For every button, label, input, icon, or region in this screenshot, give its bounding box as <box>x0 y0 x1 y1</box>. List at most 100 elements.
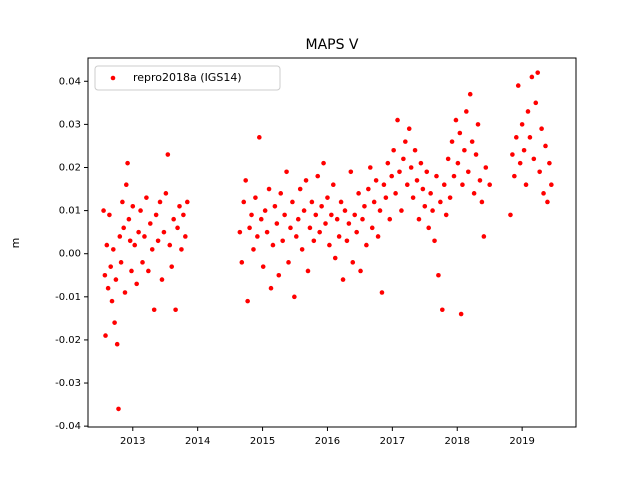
point <box>440 307 445 313</box>
point <box>129 268 134 274</box>
point <box>305 268 311 274</box>
point <box>464 109 469 114</box>
point <box>290 199 295 205</box>
point <box>387 216 393 222</box>
point <box>270 242 276 248</box>
point <box>469 139 475 144</box>
point <box>109 298 115 304</box>
point <box>253 195 258 200</box>
point <box>510 152 515 157</box>
point <box>247 225 252 231</box>
point <box>458 311 464 317</box>
point <box>541 191 546 196</box>
point <box>393 191 398 196</box>
point <box>177 203 182 209</box>
point <box>159 277 165 282</box>
point <box>104 242 110 248</box>
x-tick-label: 2019 <box>509 436 534 447</box>
point <box>481 234 487 239</box>
point <box>525 109 531 114</box>
point <box>292 294 297 300</box>
point <box>294 234 299 239</box>
point <box>181 212 186 218</box>
legend-label: repro2018a (IGS14) <box>133 71 242 84</box>
point <box>515 83 521 88</box>
point <box>151 307 157 313</box>
x-tick-label: 2013 <box>120 436 145 447</box>
point <box>362 203 367 209</box>
point <box>146 268 151 274</box>
x-tick-label: 2017 <box>380 436 405 447</box>
legend-box <box>94 65 281 91</box>
point <box>473 152 479 157</box>
point <box>105 285 111 291</box>
point <box>512 173 517 179</box>
point <box>311 238 317 244</box>
point <box>130 203 136 209</box>
point <box>319 203 324 209</box>
point <box>445 156 451 162</box>
point <box>243 178 248 183</box>
point <box>138 208 143 213</box>
point <box>420 186 426 192</box>
point <box>408 165 414 170</box>
point <box>410 195 416 200</box>
point <box>418 160 424 166</box>
point <box>533 100 539 106</box>
point <box>303 178 309 183</box>
point <box>155 238 161 244</box>
point <box>299 247 305 252</box>
point <box>332 255 338 261</box>
point <box>465 169 471 175</box>
point <box>443 212 449 218</box>
point <box>313 212 319 218</box>
point <box>297 186 303 192</box>
point <box>412 147 418 153</box>
point <box>266 186 272 192</box>
point <box>338 199 344 205</box>
point <box>457 130 463 136</box>
point <box>334 216 340 222</box>
point <box>350 260 356 265</box>
chart-title: MAPS V <box>305 37 358 53</box>
point <box>241 199 247 205</box>
point <box>391 147 396 153</box>
point <box>383 195 389 200</box>
point <box>358 268 363 274</box>
point <box>268 285 274 291</box>
point <box>535 70 541 75</box>
point <box>539 126 544 131</box>
point <box>122 290 128 295</box>
point <box>479 199 485 205</box>
point <box>111 247 116 252</box>
point <box>527 135 533 140</box>
point <box>274 221 280 226</box>
point <box>329 212 334 218</box>
point <box>262 208 268 213</box>
point <box>255 234 260 239</box>
point <box>103 333 108 338</box>
point <box>379 290 385 295</box>
point <box>523 182 529 188</box>
point <box>272 203 278 209</box>
point <box>381 182 387 188</box>
point <box>317 229 322 235</box>
point <box>157 199 163 205</box>
y-tick-label: 0.02 <box>59 162 81 173</box>
point <box>251 247 256 252</box>
point <box>278 191 284 196</box>
point <box>344 238 350 244</box>
point <box>521 147 527 153</box>
point <box>352 212 358 218</box>
point <box>342 208 348 213</box>
point <box>360 216 365 222</box>
point <box>315 173 321 179</box>
point <box>102 272 108 278</box>
point <box>385 160 391 166</box>
point <box>120 199 125 205</box>
point <box>399 208 404 213</box>
point <box>537 169 542 175</box>
point <box>245 298 250 304</box>
point <box>543 143 548 149</box>
